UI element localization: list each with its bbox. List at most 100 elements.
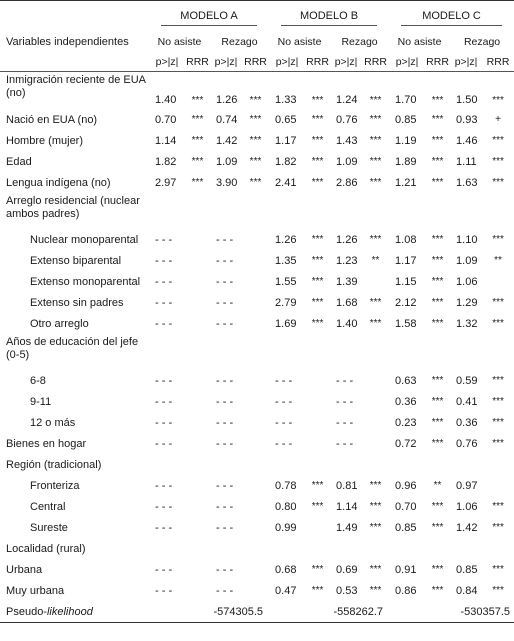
significance-cell [242, 475, 269, 496]
ratio-cell: 2.12 [395, 296, 417, 309]
ratio-cell [149, 538, 185, 559]
variable-label: 9-11 [30, 395, 52, 408]
significance-cell [242, 271, 269, 292]
outcome-header: Rezago [463, 35, 501, 48]
ratio-cell: 1.10 [456, 233, 478, 246]
significance-cell: *** [249, 177, 262, 188]
ratio-cell: - - - [216, 584, 234, 597]
significance-cell [362, 412, 389, 433]
stat-header-rrr: RRR [425, 53, 451, 72]
significance-cell [242, 334, 269, 370]
table-row: Arreglo residencial (nuclear ambos padre… [0, 193, 514, 229]
significance-cell: *** [311, 95, 324, 106]
significance-cell [242, 193, 269, 229]
table-row: 6-8 - - - - - - - - - - - - 0.63 *** 0.59 *** [0, 370, 514, 391]
table-row: Extenso monoparental - - - - - - 1.55 *** 1.3… [0, 271, 514, 292]
significance-cell: *** [431, 318, 444, 329]
significance-cell: *** [191, 114, 204, 125]
table-row: Región (tradicional) [0, 454, 514, 475]
variables-header: Variables independientes [6, 35, 129, 48]
ratio-cell: 1.68 [336, 296, 358, 309]
ratio-cell: 0.84 [456, 584, 478, 597]
significance-cell [185, 559, 210, 580]
ratio-cell: 1.55 [275, 275, 297, 288]
ratio-cell: - - - [155, 500, 173, 513]
ratio-cell: 1.14 [336, 500, 358, 513]
ratio-cell: - - - [336, 395, 354, 408]
significance-cell: *** [492, 135, 504, 146]
ratio-cell: 0.76 [456, 437, 478, 450]
significance-cell: *** [369, 522, 382, 533]
significance-cell: *** [311, 564, 324, 575]
ratio-cell: - - - [275, 437, 293, 450]
ratio-cell: - - - [275, 416, 293, 429]
significance-cell [185, 475, 210, 496]
ratio-cell: 1.09 [336, 155, 358, 168]
significance-cell: *** [369, 114, 382, 125]
significance-cell: *** [249, 114, 262, 125]
ratio-cell [450, 334, 482, 370]
ratio-cell [269, 193, 305, 229]
table-row: Extenso sin padres - - - - - - 2.79 *** 1.68 *… [0, 292, 514, 313]
ratio-cell [149, 454, 185, 475]
ratio-cell [210, 193, 242, 229]
significance-cell [185, 250, 210, 271]
table-row: Pseudo-likelihood -574305.5 -558262.7 -5303… [0, 601, 514, 623]
ratio-cell: - - - [275, 395, 293, 408]
ratio-cell: 2.79 [275, 296, 297, 309]
significance-cell: *** [249, 135, 262, 146]
ratio-cell: 0.68 [275, 563, 297, 576]
significance-cell: *** [492, 564, 504, 575]
significance-cell [185, 433, 210, 454]
significance-cell [305, 517, 330, 538]
significance-cell [185, 496, 210, 517]
significance-cell: *** [369, 156, 382, 167]
ratio-cell: 1.09 [456, 254, 478, 267]
significance-cell: *** [431, 564, 444, 575]
table-row: Fronteriza - - - - - - 0.78 *** 0.81 *** 0.96 **… [0, 475, 514, 496]
significance-cell: *** [492, 396, 504, 407]
significance-cell [185, 391, 210, 412]
significance-cell [185, 193, 210, 229]
significance-cell: *** [369, 585, 382, 596]
significance-cell [425, 334, 450, 370]
significance-cell [242, 370, 269, 391]
significance-cell: *** [311, 156, 324, 167]
ratio-cell: 1.11 [456, 155, 477, 168]
ratio-cell: 1.09 [216, 155, 238, 168]
significance-cell: *** [311, 177, 324, 188]
variable-label: 6-8 [30, 374, 46, 387]
significance-cell: *** [311, 255, 324, 266]
ratio-cell: 1.17 [275, 134, 297, 147]
significance-cell: *** [191, 156, 204, 167]
significance-cell [362, 271, 389, 292]
significance-cell [185, 538, 210, 559]
significance-cell: *** [431, 438, 444, 449]
ratio-cell: - - - [336, 437, 354, 450]
significance-cell: *** [431, 114, 444, 125]
table-row: Bienes en hogar - - - - - - - - - - - - 0.72 *… [0, 433, 514, 454]
ratio-cell: 0.93 [456, 113, 478, 126]
ratio-cell: 1.14 [155, 134, 177, 147]
ratio-cell: - - - [216, 233, 234, 246]
ratio-cell: - - - [336, 374, 354, 387]
ratio-cell: 0.72 [395, 437, 417, 450]
ratio-cell: 0.85 [456, 563, 478, 576]
significance-cell [362, 193, 389, 229]
ratio-cell: 0.91 [395, 563, 417, 576]
ratio-cell: 0.65 [275, 113, 297, 126]
significance-cell: *** [311, 318, 324, 329]
significance-cell [425, 193, 450, 229]
ratio-cell: 0.85 [395, 521, 417, 534]
significance-cell: *** [492, 297, 504, 308]
stat-header-pz: p>|z| [389, 53, 426, 72]
table-row: Central - - - - - - 0.80 *** 1.14 *** 0.70 *** 1.… [0, 496, 514, 517]
table-row: Hombre (mujer) 1.14 *** 1.42 *** 1.17 *** 1.43 *… [0, 130, 514, 151]
significance-cell [425, 454, 450, 475]
ratio-cell: 1.49 [336, 521, 358, 534]
variable-label: Nuclear monoparental [30, 233, 139, 246]
significance-cell: + [495, 114, 501, 125]
ratio-cell: 1.29 [456, 296, 478, 309]
outcome-header: No asiste [157, 35, 202, 48]
ratio-cell: 1.58 [395, 317, 417, 330]
